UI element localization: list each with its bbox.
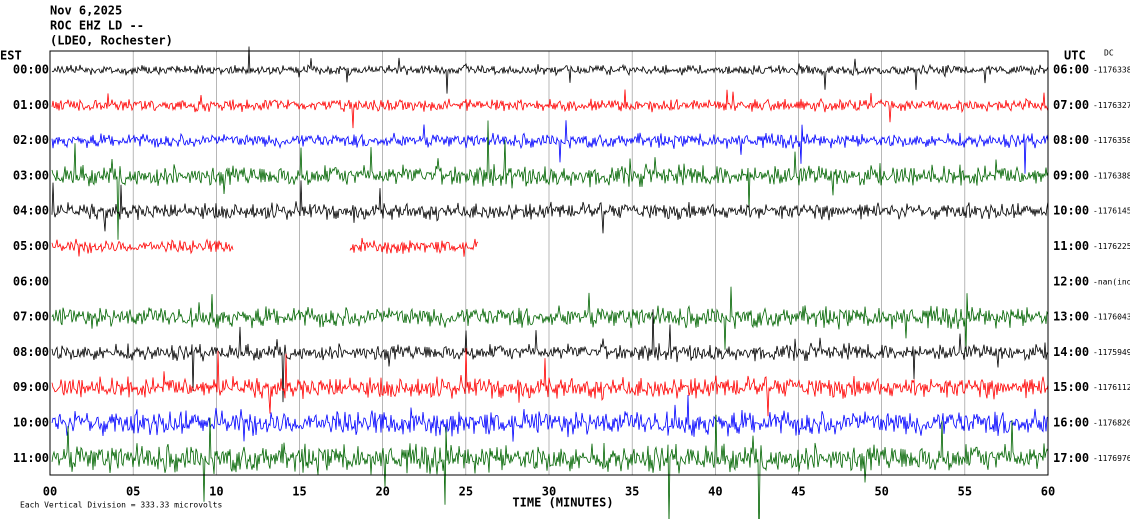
est-label: 00:00 xyxy=(13,63,49,77)
est-label: 08:00 xyxy=(13,345,49,359)
dc-offset: -1176826 xyxy=(1093,419,1130,428)
est-label: 06:00 xyxy=(13,274,49,288)
utc-label: 16:00 xyxy=(1053,416,1089,430)
dc-offset: -1176976 xyxy=(1093,454,1130,463)
utc-label: 15:00 xyxy=(1053,380,1089,394)
title: Nov 6,2025 xyxy=(50,4,122,18)
dc-offset: -1176043 xyxy=(1093,313,1130,322)
x-tick-label: 40 xyxy=(708,485,722,499)
dc-offset: -1176225 xyxy=(1093,242,1130,251)
seismic-trace xyxy=(51,414,1049,519)
seismic-trace xyxy=(51,46,1049,94)
dc-offset: -1176327 xyxy=(1093,101,1130,110)
x-tick-label: 55 xyxy=(958,485,972,499)
dc-offset: -1176145 xyxy=(1093,207,1130,216)
scale-note: Each Vertical Division = 333.33 microvol… xyxy=(20,501,222,510)
station: ROC EHZ LD -- xyxy=(50,19,144,33)
dc-offset: -nan(ind xyxy=(1093,277,1130,286)
seismic-trace xyxy=(51,120,1049,174)
est-label: 03:00 xyxy=(13,168,49,182)
seismic-trace xyxy=(51,286,1049,352)
utc-label: 14:00 xyxy=(1053,345,1089,359)
est-label: 01:00 xyxy=(13,98,49,112)
est-label: 11:00 xyxy=(13,451,49,465)
x-axis-label: TIME (MINUTES) xyxy=(512,496,613,510)
utc-label: UTC xyxy=(1064,49,1086,63)
utc-label: 08:00 xyxy=(1053,133,1089,147)
est-label: EST xyxy=(0,49,22,63)
source: (LDEO, Rochester) xyxy=(50,34,173,48)
est-label: 07:00 xyxy=(13,310,49,324)
x-tick-label: 50 xyxy=(874,485,888,499)
utc-label: 13:00 xyxy=(1053,310,1089,324)
dc-offset: -1176112 xyxy=(1093,383,1130,392)
est-label: 04:00 xyxy=(13,204,49,218)
utc-label: 12:00 xyxy=(1053,274,1089,288)
est-label: 09:00 xyxy=(13,380,49,394)
utc-label: 07:00 xyxy=(1053,98,1089,112)
utc-label: 09:00 xyxy=(1053,168,1089,182)
dc-offset: -1176338 xyxy=(1093,66,1130,75)
seismic-trace xyxy=(51,180,1049,234)
seismic-trace xyxy=(51,348,1049,417)
seismic-trace xyxy=(349,237,479,257)
est-label: 05:00 xyxy=(13,239,49,253)
x-tick-label: 05 xyxy=(126,485,140,499)
seismic-trace xyxy=(51,394,1049,442)
plot-frame xyxy=(49,50,1049,476)
dc-offset: -1176358 xyxy=(1093,136,1130,145)
seismic-trace xyxy=(51,120,1049,240)
x-tick-label: 20 xyxy=(375,485,389,499)
utc-label: 17:00 xyxy=(1053,451,1089,465)
seismic-trace xyxy=(51,238,234,257)
dc-offset: -1176388 xyxy=(1093,171,1130,180)
x-tick-label: 15 xyxy=(292,485,306,499)
x-tick-label: 45 xyxy=(791,485,805,499)
dc-offset: -1175949 xyxy=(1093,348,1130,357)
utc-label: 11:00 xyxy=(1053,239,1089,253)
x-tick-label: 25 xyxy=(459,485,473,499)
utc-label: 10:00 xyxy=(1053,204,1089,218)
utc-label: 06:00 xyxy=(1053,63,1089,77)
est-label: 10:00 xyxy=(13,416,49,430)
est-label: 02:00 xyxy=(13,133,49,147)
seismic-trace xyxy=(51,89,1049,129)
x-tick-label: 10 xyxy=(209,485,223,499)
x-tick-label: 35 xyxy=(625,485,639,499)
x-tick-label: 30 xyxy=(542,485,556,499)
x-tick-label: 60 xyxy=(1041,485,1055,499)
dc-label: DC xyxy=(1104,49,1114,58)
x-tick-label: 00 xyxy=(43,485,57,499)
